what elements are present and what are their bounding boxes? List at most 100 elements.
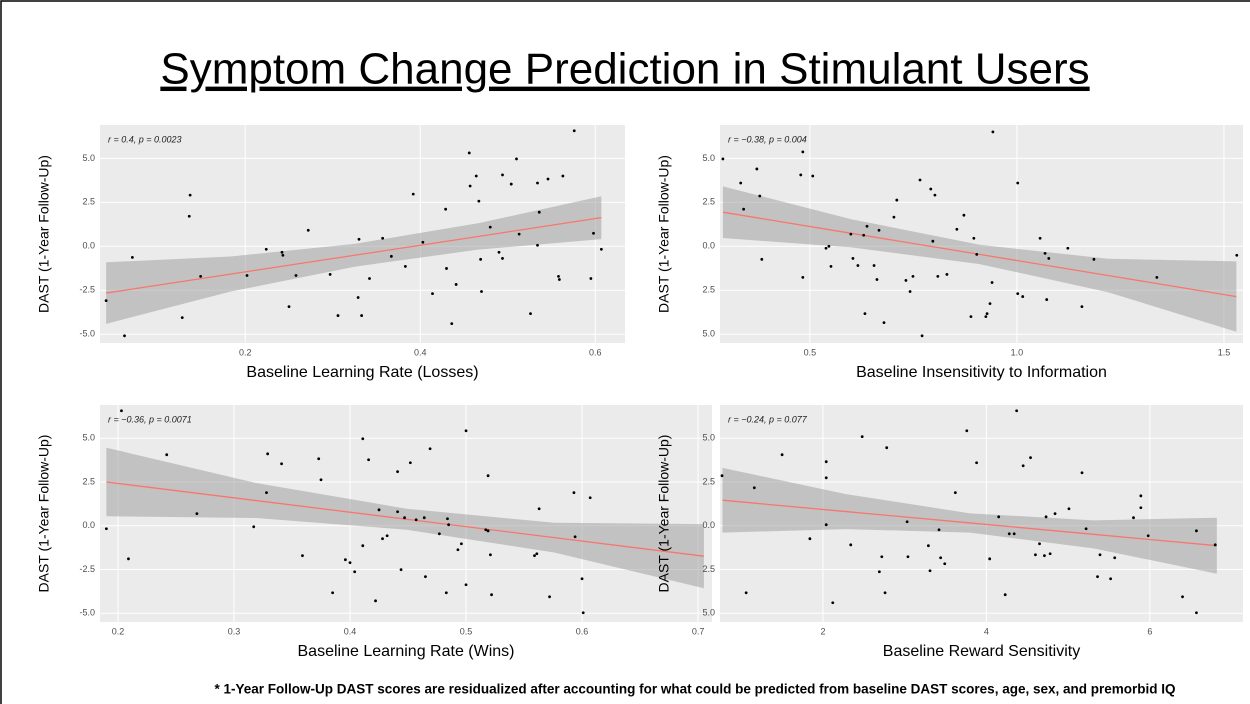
data-point bbox=[381, 537, 384, 541]
y-axis-label: DAST (1-Year Follow-Up) bbox=[36, 155, 52, 313]
data-point bbox=[1016, 181, 1020, 185]
data-point bbox=[180, 316, 184, 320]
data-point bbox=[385, 534, 389, 538]
data-point bbox=[468, 184, 472, 188]
data-point bbox=[389, 254, 393, 258]
data-point bbox=[497, 250, 501, 254]
data-point bbox=[331, 591, 335, 595]
data-point bbox=[872, 264, 876, 267]
data-point bbox=[381, 236, 385, 240]
data-point bbox=[755, 167, 759, 171]
data-point bbox=[572, 129, 576, 133]
fit-line bbox=[106, 217, 602, 294]
data-point bbox=[931, 239, 935, 243]
data-point bbox=[1021, 464, 1025, 468]
x-tick-label: 0.3 bbox=[228, 626, 241, 636]
data-point bbox=[849, 543, 853, 547]
x-tick-label: 4 bbox=[984, 626, 989, 636]
data-point bbox=[801, 150, 805, 154]
data-point bbox=[431, 292, 434, 295]
data-point bbox=[399, 568, 403, 572]
data-point bbox=[403, 264, 407, 268]
data-point bbox=[1139, 506, 1143, 510]
y-tick-label: 0.0 bbox=[702, 241, 715, 251]
data-point bbox=[1213, 543, 1217, 547]
data-point bbox=[581, 611, 585, 615]
data-point bbox=[895, 198, 899, 202]
data-point bbox=[580, 577, 584, 581]
data-point bbox=[281, 253, 285, 257]
fit-line bbox=[722, 499, 1217, 547]
data-point bbox=[360, 314, 364, 317]
data-point bbox=[104, 527, 108, 531]
y-tick-label: 5.0 bbox=[702, 608, 715, 618]
x-axis-label: Baseline Learning Rate (Losses) bbox=[246, 364, 478, 381]
data-point bbox=[408, 461, 412, 465]
y-tick-label: 2.5 bbox=[82, 197, 95, 207]
data-point bbox=[1016, 292, 1020, 295]
data-point bbox=[1080, 305, 1084, 309]
data-point bbox=[187, 214, 191, 218]
data-point bbox=[1195, 529, 1198, 533]
x-axis-label: Baseline Reward Sensitivity bbox=[883, 643, 1080, 660]
data-point bbox=[1047, 257, 1051, 260]
x-tick-label: 0.5 bbox=[804, 347, 817, 357]
y-tick-label: 2.5 bbox=[702, 476, 715, 486]
data-point bbox=[592, 231, 595, 235]
fit-line bbox=[722, 211, 1237, 298]
data-point bbox=[536, 243, 539, 247]
data-point bbox=[123, 334, 126, 338]
data-point bbox=[1098, 553, 1102, 557]
data-point bbox=[1021, 295, 1025, 298]
data-point bbox=[517, 232, 521, 236]
data-point bbox=[120, 409, 123, 413]
data-point bbox=[336, 314, 340, 317]
data-point bbox=[422, 516, 426, 520]
x-axis-label: Baseline Insensitivity to Information bbox=[856, 364, 1107, 381]
data-point bbox=[486, 529, 490, 533]
data-point bbox=[328, 273, 332, 276]
data-point bbox=[1007, 532, 1011, 536]
data-point bbox=[361, 544, 365, 548]
x-tick-label: 0.4 bbox=[344, 626, 357, 636]
data-point bbox=[165, 453, 169, 457]
data-point bbox=[811, 174, 815, 178]
data-point bbox=[484, 528, 488, 532]
data-point bbox=[990, 281, 994, 284]
data-point bbox=[920, 334, 924, 338]
data-point bbox=[1084, 527, 1088, 531]
data-point bbox=[1066, 246, 1070, 250]
data-point bbox=[991, 130, 995, 134]
data-point bbox=[799, 173, 803, 177]
data-point bbox=[437, 532, 441, 536]
data-point bbox=[883, 591, 887, 595]
data-point bbox=[361, 437, 365, 441]
data-point bbox=[1181, 595, 1184, 599]
y-tick-label: 0.0 bbox=[702, 520, 715, 530]
data-point bbox=[557, 274, 560, 278]
data-point bbox=[865, 224, 869, 228]
data-point bbox=[962, 213, 966, 217]
data-point bbox=[294, 274, 298, 277]
data-point bbox=[1096, 575, 1099, 579]
data-point bbox=[348, 561, 352, 565]
data-point bbox=[403, 516, 406, 520]
data-point bbox=[975, 252, 979, 256]
data-point bbox=[104, 299, 108, 303]
fit-line bbox=[106, 481, 704, 557]
data-point bbox=[127, 557, 130, 561]
data-point bbox=[752, 486, 756, 490]
y-tick-label: 5.0 bbox=[702, 153, 715, 163]
data-point bbox=[972, 236, 976, 240]
data-point bbox=[877, 570, 881, 574]
data-point bbox=[537, 507, 541, 511]
data-point bbox=[464, 429, 468, 433]
data-point bbox=[252, 525, 256, 529]
data-point bbox=[414, 518, 418, 522]
data-point bbox=[1003, 593, 1007, 597]
data-point bbox=[851, 257, 855, 260]
data-point bbox=[377, 508, 381, 512]
data-point bbox=[965, 429, 969, 433]
x-tick-label: 6 bbox=[1147, 626, 1152, 636]
data-point bbox=[827, 244, 831, 248]
